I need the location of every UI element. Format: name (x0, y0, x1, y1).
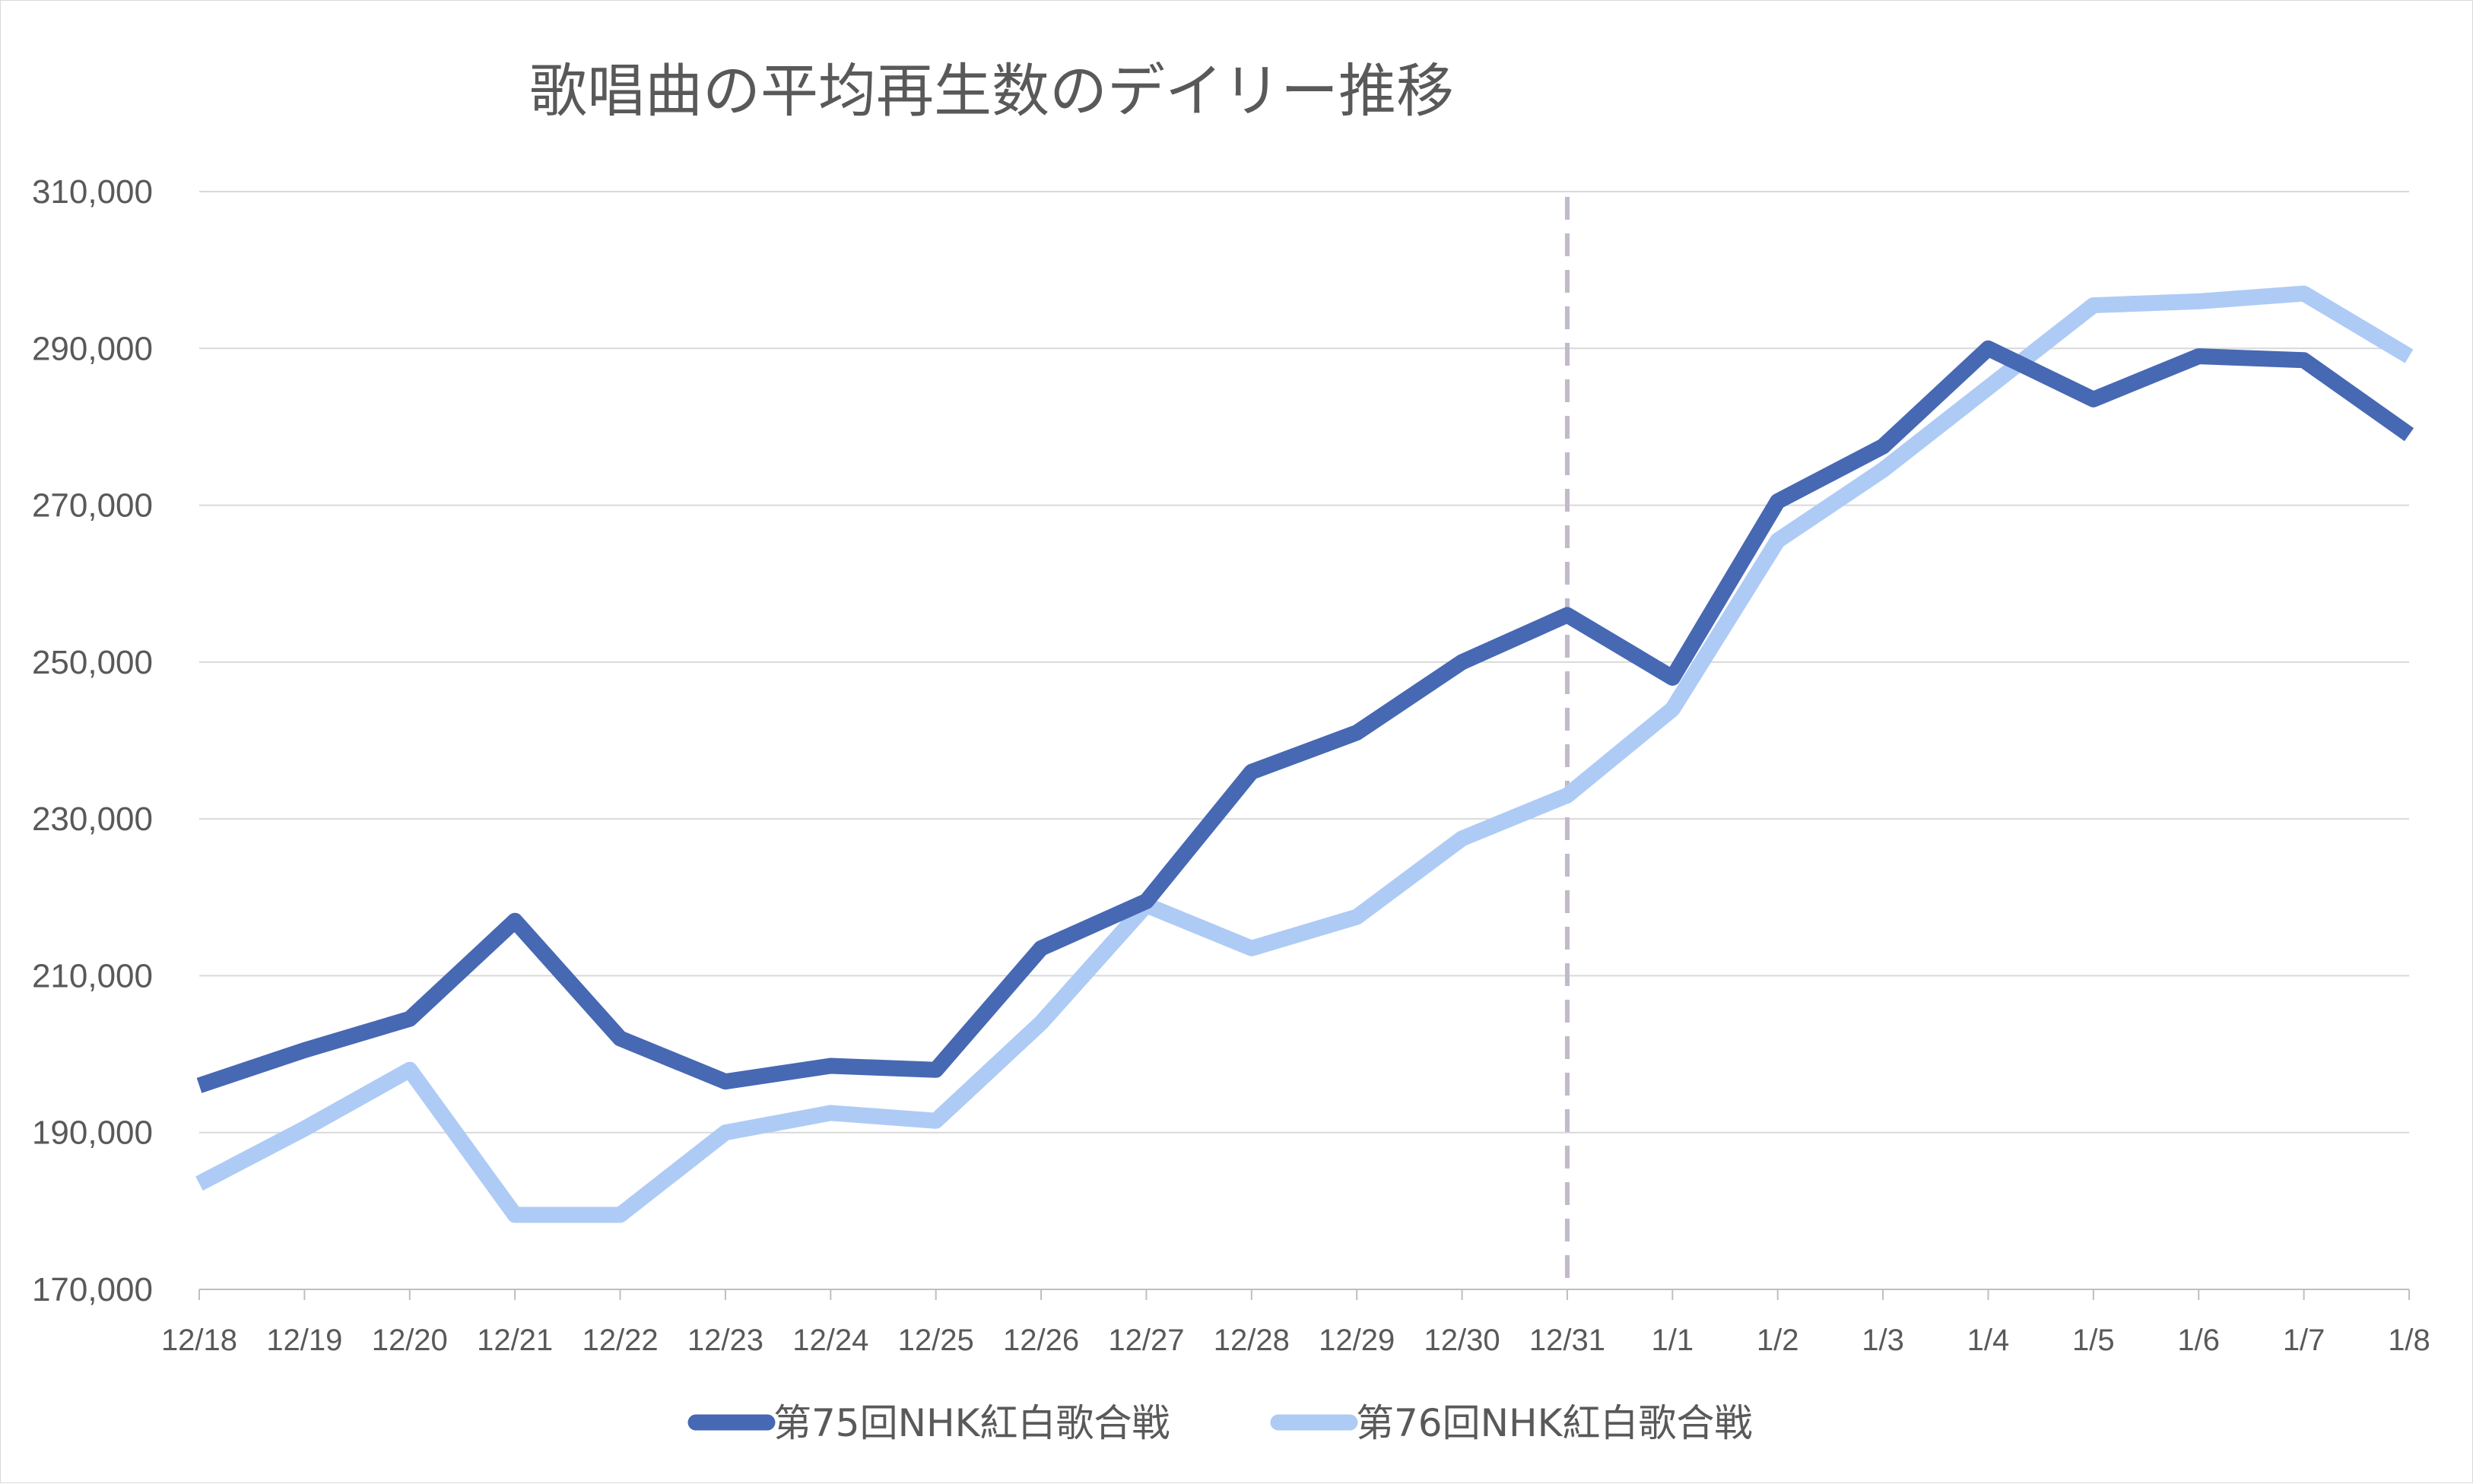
y-tick-label: 290,000 (32, 330, 153, 367)
x-tick-label: 12/27 (1108, 1324, 1184, 1357)
x-tick-label: 12/22 (582, 1324, 658, 1357)
chart-title: 歌唱曲の平均再生数のデイリー推移 (529, 57, 1454, 125)
x-tick-label: 1/3 (1862, 1324, 1904, 1357)
x-tick-label: 12/30 (1424, 1324, 1500, 1357)
x-tick-label: 1/4 (1967, 1324, 2010, 1357)
legend-label-0: 第75回NHK紅白歌合戦 (773, 1401, 1170, 1445)
y-tick-label: 190,000 (32, 1115, 153, 1152)
x-tick-label: 1/8 (2388, 1324, 2430, 1357)
x-tick-label: 1/1 (1652, 1324, 1694, 1357)
y-axis-labels: 170,000 190,000 210,000 230,000 250,000 270,0… (32, 173, 153, 1308)
series-line-0 (196, 340, 2414, 1093)
y-tick-label: 250,000 (32, 644, 153, 681)
y-tick-label: 270,000 (32, 487, 153, 525)
x-tick-label: 12/29 (1319, 1324, 1395, 1357)
series-line-1 (195, 285, 2414, 1223)
x-tick-label: 12/24 (792, 1324, 868, 1357)
x-tick-label: 12/26 (1003, 1324, 1079, 1357)
legend: 第75回NHK紅白歌合戦 第76回NHK紅白歌合戦 (687, 1401, 1752, 1445)
y-tick-label: 310,000 (32, 173, 153, 211)
x-tick-label: 12/25 (898, 1324, 974, 1357)
x-axis (198, 1289, 2410, 1300)
x-tick-label: 12/23 (687, 1324, 763, 1357)
x-tick-label: 12/31 (1529, 1324, 1605, 1357)
x-tick-label: 1/2 (1757, 1324, 1799, 1357)
x-tick-label: 12/18 (161, 1324, 237, 1357)
x-axis-labels: 12/18 12/19 12/20 12/21 12/22 12/23 12/24 12/25… (161, 1324, 2430, 1357)
y-tick-label: 210,000 (32, 957, 153, 994)
x-tick-label: 12/20 (372, 1324, 448, 1357)
x-tick-label: 1/6 (2177, 1324, 2220, 1357)
x-tick-label: 12/19 (266, 1324, 342, 1357)
y-tick-label: 170,000 (32, 1271, 153, 1308)
gridlines (199, 191, 2409, 1134)
x-tick-label: 12/21 (477, 1324, 553, 1357)
series-lines (195, 285, 2414, 1223)
x-tick-label: 1/7 (2283, 1324, 2325, 1357)
x-tick-label: 1/5 (2072, 1324, 2115, 1357)
y-tick-label: 230,000 (32, 801, 153, 838)
x-tick-label: 12/28 (1214, 1324, 1290, 1357)
legend-label-1: 第76回NHK紅白歌合戦 (1356, 1401, 1752, 1445)
